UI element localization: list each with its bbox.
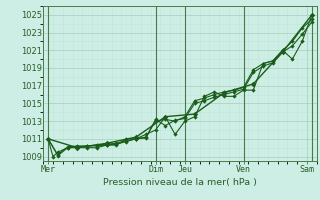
X-axis label: Pression niveau de la mer( hPa ): Pression niveau de la mer( hPa ) [103,178,257,187]
